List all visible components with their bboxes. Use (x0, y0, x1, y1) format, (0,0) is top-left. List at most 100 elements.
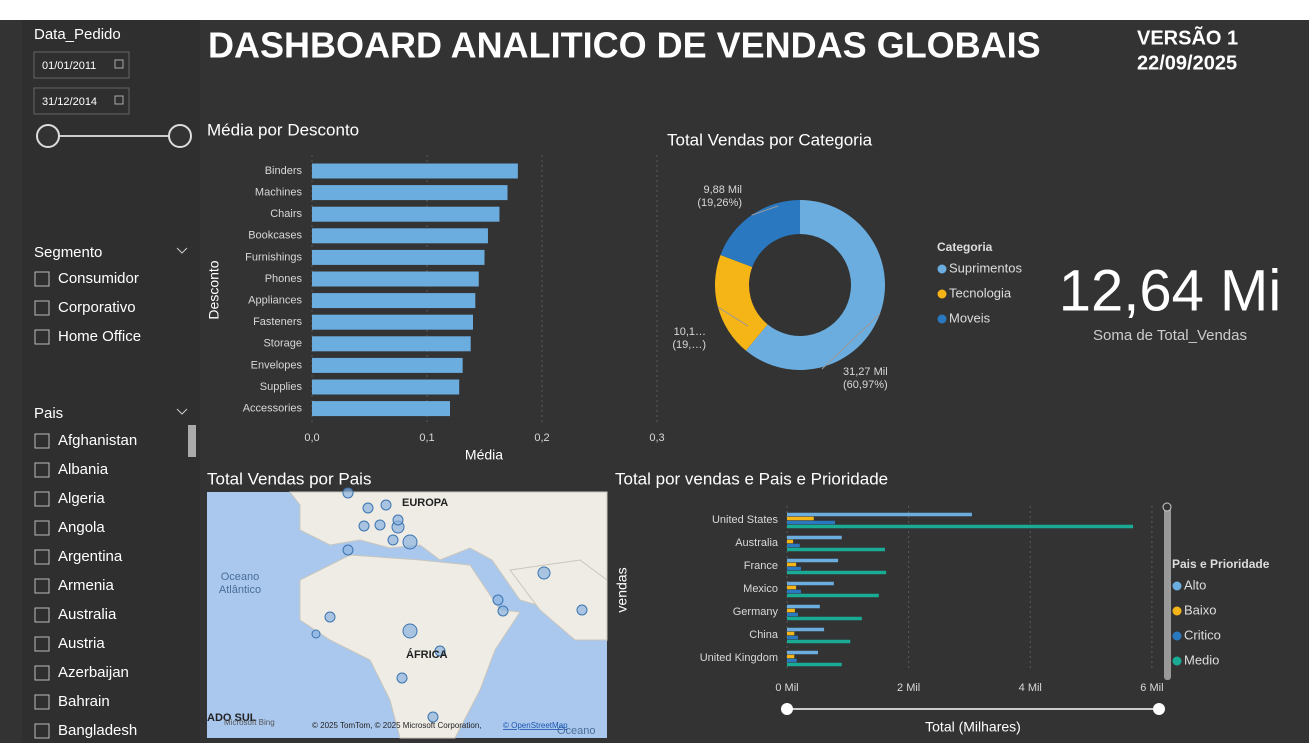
bubble (380, 499, 392, 511)
filter-option: Consumidor (58, 270, 139, 287)
bubble (374, 519, 386, 531)
slider-handle[interactable] (36, 124, 60, 148)
leader-line (821, 313, 881, 370)
checkbox[interactable] (34, 491, 50, 507)
legend-label: Baixo (1184, 602, 1217, 617)
bar (787, 635, 798, 640)
scrollbar[interactable] (188, 425, 196, 457)
filter-option: Argentina (58, 548, 123, 565)
y-tick-label: Phones (265, 273, 303, 285)
filter-option: Bahrain (58, 693, 110, 710)
checkbox[interactable] (34, 300, 50, 316)
bar (312, 314, 473, 330)
checkbox[interactable] (34, 520, 50, 536)
legend-title: Pais e Prioridade (1172, 557, 1270, 571)
bar (787, 547, 885, 552)
slider-handle[interactable] (168, 124, 192, 148)
scroll-handle[interactable] (1162, 502, 1172, 512)
legend-label: Moveis (949, 310, 991, 325)
chart-title: Total por vendas e Pais e Prioridade (615, 469, 888, 488)
bubble (402, 534, 418, 550)
bar (787, 585, 797, 590)
donut-slice (745, 200, 885, 370)
segment-label: Segmento (34, 244, 102, 261)
filter-option: Afghanistan (58, 432, 137, 449)
slider-handle[interactable] (1153, 703, 1165, 715)
leader-line (717, 306, 749, 327)
bar (787, 520, 836, 525)
x-tick-label: 0,1 (419, 432, 434, 444)
y-tick-label: Machines (255, 187, 303, 199)
bar (787, 608, 795, 613)
data-label: 31,27 Mil (843, 366, 888, 378)
bubble (537, 566, 551, 580)
calendar-icon[interactable] (114, 59, 124, 69)
checkbox[interactable] (34, 723, 50, 739)
bar (787, 570, 887, 575)
legend-swatch (937, 289, 947, 299)
bar (312, 379, 460, 395)
bar (787, 543, 800, 548)
donut-slice (720, 200, 800, 268)
checkbox[interactable] (34, 607, 50, 623)
bubble (311, 629, 321, 639)
bar (787, 539, 794, 544)
legend-swatch (937, 314, 947, 324)
checkbox[interactable] (34, 636, 50, 652)
scrollbar[interactable] (1164, 508, 1171, 680)
y-tick-label: United States (712, 514, 779, 526)
bar (312, 401, 450, 417)
bubble (492, 594, 504, 606)
leader-line (751, 205, 779, 216)
checkbox[interactable] (34, 549, 50, 565)
slider-handle[interactable] (781, 703, 793, 715)
map-label: ADO SUL (207, 712, 257, 724)
chart-title: Total Vendas por Categoria (667, 130, 873, 149)
x-tick-label: 0,3 (649, 432, 664, 444)
bar (787, 581, 834, 586)
bubble (576, 604, 588, 616)
data-label: 9,88 Mil (703, 184, 742, 196)
bar (787, 631, 795, 636)
y-tick-label: Chairs (270, 208, 302, 220)
legend-swatch (1172, 606, 1182, 616)
start-date: 01/01/2011 (42, 60, 96, 72)
checkbox[interactable] (34, 271, 50, 287)
bubble (358, 520, 370, 532)
legend-title: Categoria (937, 240, 993, 254)
data-label: (19,…) (672, 339, 706, 351)
checkbox[interactable] (34, 433, 50, 449)
checkbox[interactable] (34, 462, 50, 478)
bubble (362, 502, 374, 514)
map-logo: Microsoft Bing (224, 718, 275, 727)
bar (787, 612, 798, 617)
map-bubbles (311, 487, 588, 723)
map-label: Oceano (221, 571, 260, 583)
calendar-icon[interactable] (114, 95, 124, 105)
end-date-input[interactable] (33, 87, 130, 115)
data-label: (60,97%) (843, 379, 888, 391)
checkbox[interactable] (34, 329, 50, 345)
bubble (342, 487, 354, 499)
bubble (427, 711, 439, 723)
start-date-input[interactable] (33, 51, 130, 79)
filter-option: Azerbaijan (58, 664, 129, 681)
bar (787, 562, 797, 567)
collapse-icon[interactable] (176, 408, 188, 415)
checkbox[interactable] (34, 578, 50, 594)
x-tick-label: 0 Mil (775, 682, 798, 694)
legend-label: Medio (1184, 652, 1219, 667)
y-tick-label: Appliances (248, 295, 302, 307)
checkbox[interactable] (34, 694, 50, 710)
filter-option: Armenia (58, 577, 115, 594)
y-axis-label: Desconto (206, 260, 222, 319)
bubble (434, 645, 446, 657)
collapse-icon[interactable] (176, 247, 188, 254)
y-tick-label: Supplies (260, 381, 303, 393)
legend-swatch (1172, 581, 1182, 591)
x-tick-label: 0,2 (534, 432, 549, 444)
checkbox[interactable] (34, 665, 50, 681)
map-attribution-link[interactable]: © OpenStreetMap (503, 721, 568, 730)
filter-option: Algeria (58, 490, 105, 507)
date-filter-label: Data_Pedido (34, 26, 121, 43)
